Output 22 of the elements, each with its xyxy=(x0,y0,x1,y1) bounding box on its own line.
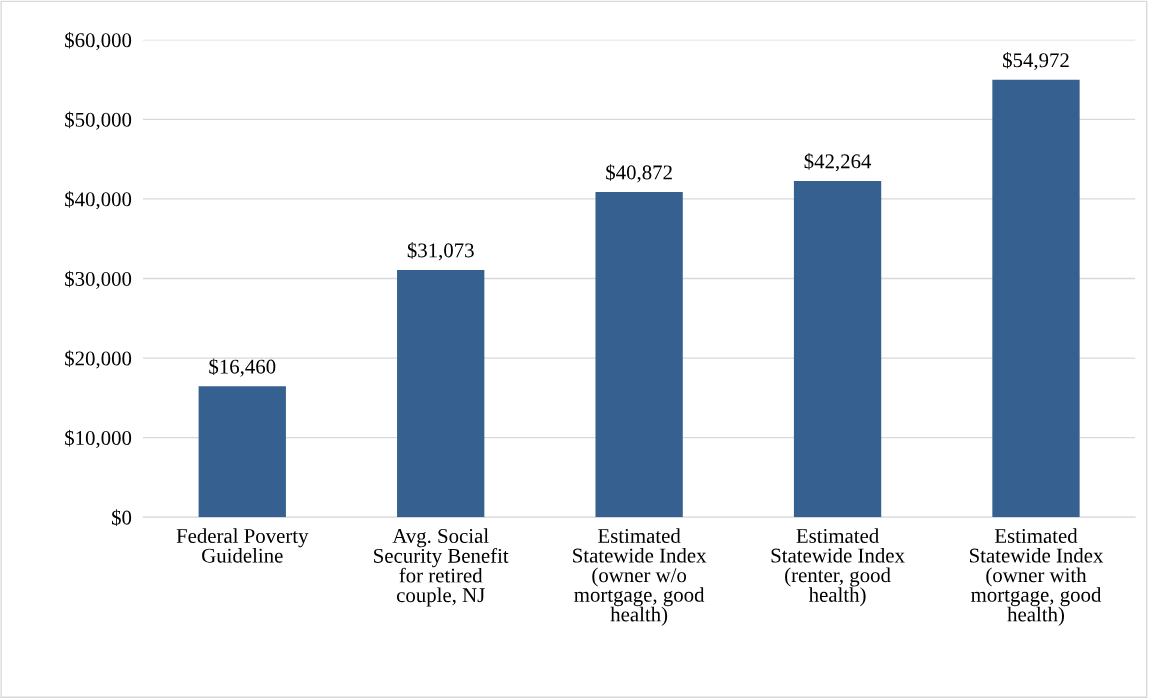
y-tick-label: $50,000 xyxy=(65,111,132,130)
y-tick-label: $20,000 xyxy=(65,350,132,369)
x-tick-label: Estimated Statewide Index (renter, good health) xyxy=(771,528,905,607)
data-label: $16,460 xyxy=(209,358,276,377)
x-tick-label: Federal Poverty Guideline xyxy=(176,528,309,563)
bar xyxy=(992,79,1080,518)
y-tick-label: $40,000 xyxy=(65,191,132,210)
y-tick-label: $0 xyxy=(112,509,132,527)
y-tick-label: $30,000 xyxy=(65,270,132,289)
y-tick-label: $60,000 xyxy=(65,31,132,51)
x-tick-label: Estimated Statewide Index (owner with mortgage, good health) xyxy=(969,528,1104,626)
x-tick-label: Estimated Statewide Index (owner w/o mortgage, good health) xyxy=(573,528,707,626)
data-label: $54,972 xyxy=(1003,51,1069,71)
x-tick-label: Avg. Social Security Benefit for retired couple, NJ xyxy=(374,528,509,607)
bar xyxy=(397,269,485,518)
data-label: $40,872 xyxy=(606,164,672,183)
bar xyxy=(198,386,286,518)
data-label: $42,264 xyxy=(804,153,872,172)
y-tick-label: $10,000 xyxy=(65,429,132,449)
bar xyxy=(595,191,683,518)
bar xyxy=(793,180,882,518)
data-label: $31,073 xyxy=(407,242,474,261)
